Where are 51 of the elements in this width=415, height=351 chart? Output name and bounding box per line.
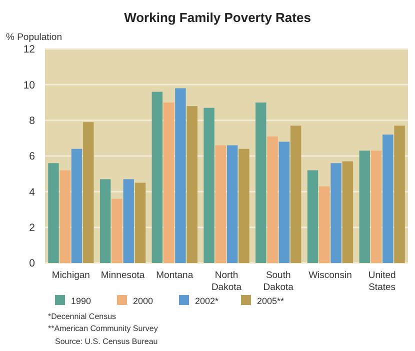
bar — [330, 163, 342, 263]
bar — [163, 102, 174, 263]
x-tick-label: Michigan — [52, 270, 90, 281]
bar — [256, 102, 266, 263]
text: *Decennial Census — [48, 312, 116, 321]
y-axis-title: % Population — [6, 32, 62, 43]
bar — [215, 145, 226, 263]
bar — [83, 122, 94, 263]
y-tick-label: 0 — [29, 258, 36, 270]
bar — [186, 106, 198, 263]
bar — [278, 142, 290, 263]
bar — [123, 179, 134, 263]
bar — [48, 163, 59, 263]
text: **American Community Survey — [48, 324, 158, 333]
bar — [394, 126, 405, 263]
source-note: Source: U.S. Census Bureau — [55, 337, 158, 346]
bar — [112, 198, 122, 263]
x-tick-label: Wisconsin — [308, 270, 352, 281]
y-tick-label: 6 — [29, 150, 36, 163]
legend-label: 2005** — [257, 296, 285, 306]
bar — [134, 182, 146, 263]
bar — [100, 179, 111, 263]
x-tick-label: South Dakota — [263, 270, 294, 293]
bar — [152, 92, 163, 263]
bar — [204, 108, 214, 263]
bar — [226, 145, 238, 263]
bar — [175, 88, 186, 263]
bar — [267, 136, 278, 263]
bar — [359, 150, 370, 263]
bar — [307, 170, 318, 263]
y-tick-label: 2 — [29, 222, 36, 234]
legend-label: 1990 — [71, 296, 92, 306]
y-tick-label: 12 — [23, 44, 36, 56]
legend-label: 2002* — [195, 296, 220, 306]
y-tick-label: 4 — [29, 186, 36, 198]
y-tick-label: 8 — [29, 115, 36, 128]
bar — [370, 150, 382, 263]
x-tick-label: North Dakota — [211, 270, 242, 293]
x-tick-label: United States — [368, 270, 396, 293]
y-tick-label: 10 — [23, 79, 36, 92]
bar — [60, 170, 70, 263]
legend-label: 2000 — [133, 296, 154, 306]
chart-title: Working Family Poverty Rates — [124, 10, 311, 25]
bar — [319, 186, 330, 263]
bar — [382, 134, 394, 263]
bar — [238, 148, 250, 263]
x-tick-label: Minnesota — [100, 270, 146, 281]
x-tick-label: Montana — [156, 270, 194, 281]
bar — [342, 161, 354, 263]
bar — [71, 148, 82, 263]
bar — [290, 126, 302, 263]
